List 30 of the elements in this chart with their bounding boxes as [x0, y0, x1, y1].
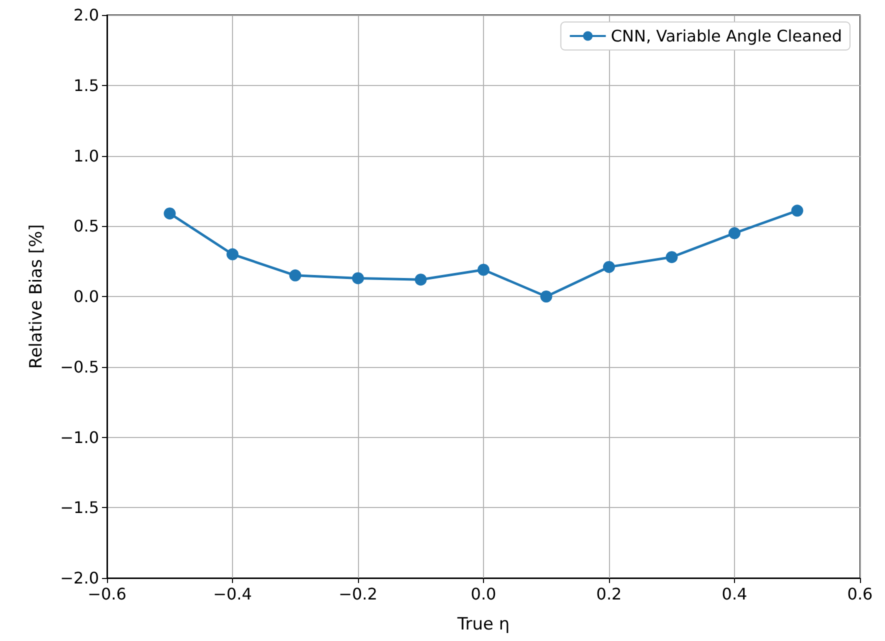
point [728, 227, 740, 240]
legend-label: CNN, Variable Angle Cleaned [610, 26, 842, 46]
x-tick-label: 0.2 [596, 584, 622, 604]
y-tick-label: 2.0 [74, 6, 99, 24]
x-tick-label: 0.0 [470, 584, 496, 604]
x-axis-title: True η [456, 614, 510, 634]
y-tick-label: 1.0 [74, 146, 99, 166]
y-tick-label: 0.0 [74, 287, 99, 306]
x-tick-label: 0.6 [847, 584, 873, 604]
y-axis-title: Relative Bias [%] [26, 224, 46, 369]
point [164, 207, 176, 220]
y-tick-label: −1.5 [60, 498, 99, 518]
point [791, 204, 804, 217]
point [226, 248, 238, 260]
y-tick-label: −0.5 [60, 357, 99, 376]
x-tick-label: −0.6 [88, 584, 126, 604]
y-tick-label: −1.0 [60, 428, 99, 447]
y-tick-label: −2.0 [60, 568, 99, 588]
point [478, 264, 490, 276]
point [289, 269, 302, 282]
x-tick-label: 0.4 [722, 584, 748, 604]
y-tick-label: 1.5 [74, 76, 99, 95]
point [414, 274, 427, 286]
y-tick-label: 0.5 [74, 216, 99, 236]
point [603, 260, 615, 273]
x-tick-label: −0.4 [213, 584, 252, 604]
point [352, 272, 364, 284]
x-tick-label: −0.2 [338, 584, 378, 604]
point [666, 251, 678, 264]
point [540, 290, 552, 302]
